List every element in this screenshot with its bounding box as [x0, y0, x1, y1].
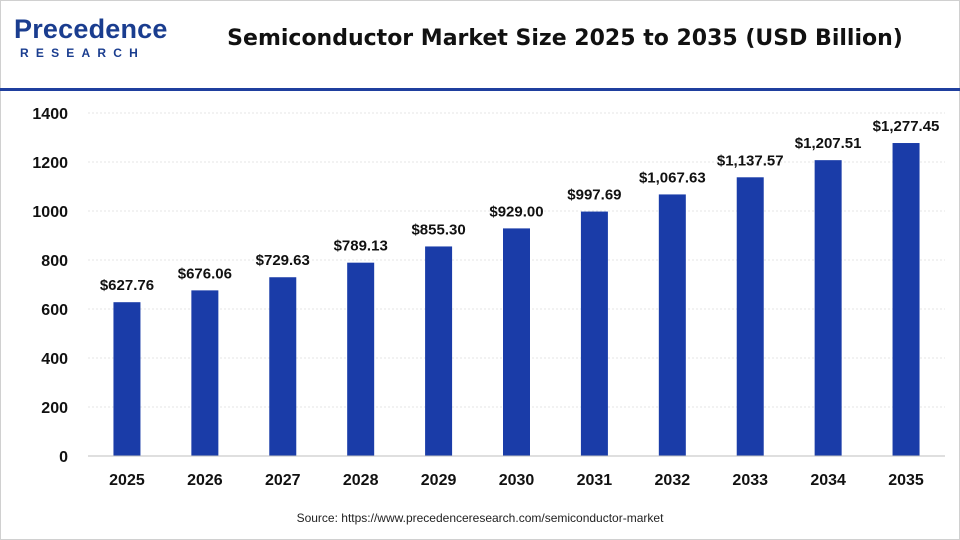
data-label-2029: $855.30	[411, 221, 465, 238]
y-tick-label: 600	[41, 302, 68, 319]
bar-2026	[191, 290, 219, 456]
data-label-2034: $1,207.51	[795, 135, 862, 152]
data-label-2028: $789.13	[334, 238, 388, 255]
x-tick-label-2031: 2031	[577, 472, 613, 489]
bar-2030	[503, 228, 530, 456]
x-tick-label-2026: 2026	[187, 472, 223, 489]
data-label-2030: $929.00	[489, 203, 543, 220]
bar-2027	[269, 277, 297, 456]
y-tick-label: 400	[41, 351, 68, 368]
data-label-2035: $1,277.45	[873, 118, 940, 135]
logo-wordmark: Precedence	[14, 14, 168, 44]
bar-2031	[580, 211, 608, 456]
bars	[113, 143, 920, 457]
y-tick-label: 1200	[32, 155, 68, 172]
brand-logo: Precedence RESEARCH	[14, 14, 167, 62]
data-label-2033: $1,137.57	[717, 152, 784, 169]
x-tick-label-2027: 2027	[265, 472, 301, 489]
chart-title: Semiconductor Market Size 2025 to 2035 (…	[227, 26, 903, 51]
x-tick-label-2029: 2029	[421, 472, 457, 489]
header-divider	[0, 88, 960, 91]
bar-2029	[425, 246, 453, 456]
x-tick-label-2030: 2030	[499, 472, 535, 489]
bar-2028	[347, 262, 375, 456]
y-tick-label: 800	[41, 253, 68, 270]
x-tick-label-2034: 2034	[810, 472, 846, 489]
y-tick-label: 0	[59, 449, 68, 466]
data-labels: $627.76 $676.06 $729.63 $789.13 $855.30 $929.…	[100, 118, 940, 294]
x-tick-label-2033: 2033	[732, 472, 768, 489]
bar-2034	[814, 160, 842, 457]
bar-2035	[892, 143, 920, 456]
data-label-2031: $997.69	[567, 187, 621, 204]
x-tick-label-2032: 2032	[655, 472, 691, 489]
y-axis-ticks: 0 200 400 600 800 1000 1200 1400	[32, 106, 68, 466]
data-label-2032: $1,067.63	[639, 169, 706, 186]
source-note: Source: https://www.precedenceresearch.c…	[296, 511, 664, 525]
x-tick-label-2035: 2035	[888, 472, 924, 489]
x-axis-ticks: 2025 2026 2027 2028 2029 2030 2031 2032 2033 2034…	[109, 472, 924, 489]
logo-subtext: RESEARCH	[20, 46, 145, 60]
x-tick-label-2028: 2028	[343, 472, 379, 489]
data-label-2025: $627.76	[100, 277, 154, 294]
y-tick-label: 1000	[32, 204, 68, 221]
bar-2032	[658, 194, 686, 456]
bar-2033	[736, 177, 764, 456]
y-tick-label: 1400	[32, 106, 68, 123]
data-label-2026: $676.06	[178, 265, 232, 282]
y-tick-label: 200	[41, 400, 68, 417]
bar-2025	[113, 302, 141, 456]
data-label-2027: $729.63	[256, 252, 310, 269]
x-tick-label-2025: 2025	[109, 472, 145, 489]
